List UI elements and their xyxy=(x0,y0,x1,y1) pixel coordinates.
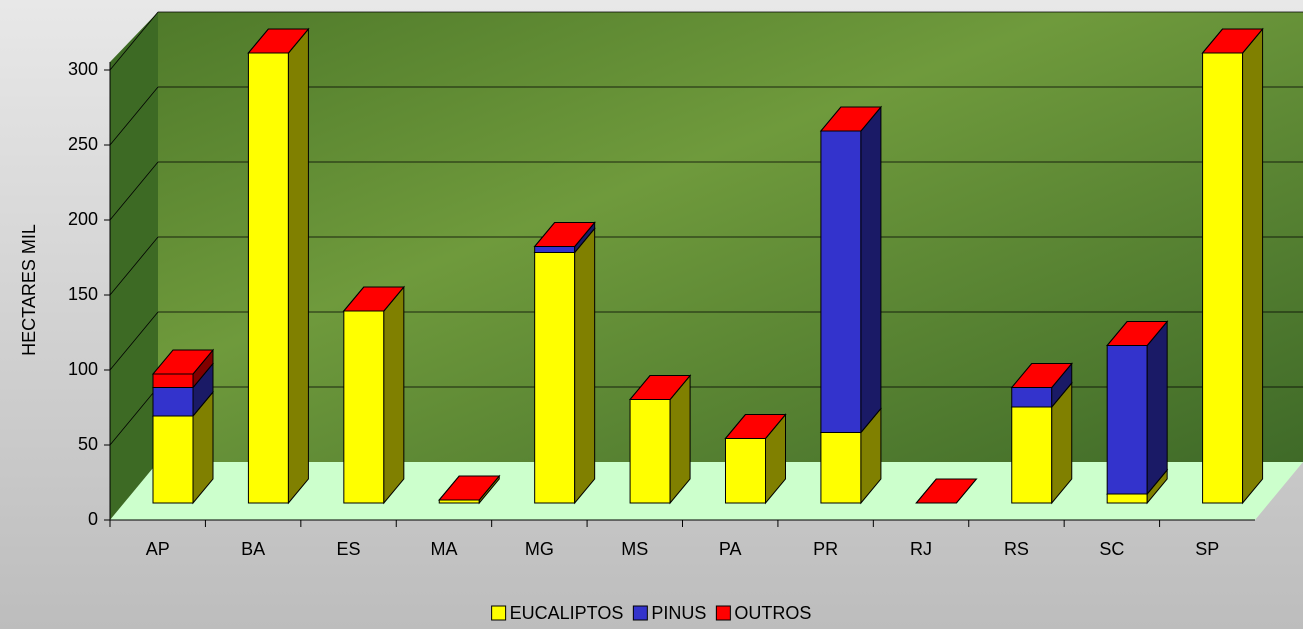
bar-top xyxy=(819,106,882,132)
x-tick-label: AP xyxy=(146,539,170,559)
bar-segment xyxy=(1201,27,1264,505)
bar-segment xyxy=(1201,28,1264,54)
bar-segment xyxy=(438,475,501,501)
bar-front xyxy=(1202,52,1244,504)
bar-front xyxy=(629,399,671,504)
bar-segment xyxy=(1106,320,1169,496)
bar-front xyxy=(1106,493,1148,504)
bar-top xyxy=(533,222,596,247)
bar-side xyxy=(574,227,596,505)
x-tick-label: PR xyxy=(813,539,838,559)
bar-front xyxy=(152,415,194,504)
legend-label: PINUS xyxy=(651,603,706,623)
grid-line xyxy=(109,11,159,71)
bar-front xyxy=(1106,345,1148,495)
bar-top xyxy=(1106,321,1169,346)
bar-front xyxy=(152,387,194,417)
bar-front xyxy=(152,373,194,388)
bar-front xyxy=(1011,387,1053,408)
legend-label: EUCALIPTOS xyxy=(510,603,624,623)
legend-label: OUTROS xyxy=(734,603,811,623)
grid-line xyxy=(109,86,159,146)
bar-front xyxy=(1011,406,1053,504)
legend-swatch xyxy=(491,605,507,621)
bar-top xyxy=(915,478,978,504)
y-axis-label: HECTARES MIL xyxy=(19,224,39,356)
bar-segment xyxy=(533,227,596,505)
x-tick-label: PA xyxy=(719,539,742,559)
legend: EUCALIPTOS PINUS OUTROS xyxy=(491,603,811,623)
bar-side xyxy=(1146,320,1168,496)
x-tick-label: ES xyxy=(337,539,361,559)
bar-segment xyxy=(724,414,787,439)
y-tick-label: 100 xyxy=(68,359,98,379)
x-tick-label: MA xyxy=(430,539,457,559)
bar-top xyxy=(438,475,501,501)
y-tick-label: 250 xyxy=(68,134,98,154)
bar-segment xyxy=(629,375,692,400)
bar-front xyxy=(343,310,385,504)
y-tick-label: 50 xyxy=(78,434,98,454)
bar-side xyxy=(287,27,309,505)
bar-front xyxy=(534,252,576,504)
grid-line xyxy=(109,311,159,371)
y-tick-label: 0 xyxy=(88,509,98,529)
bar-segment xyxy=(819,105,882,434)
bar-segment xyxy=(342,286,405,312)
bar-top xyxy=(1010,363,1073,388)
bar-top xyxy=(629,375,692,400)
bar-segment xyxy=(1010,363,1073,388)
x-tick-label: RJ xyxy=(910,539,932,559)
bar-front xyxy=(820,432,862,504)
bar-segment xyxy=(819,106,882,132)
x-tick-label: SC xyxy=(1099,539,1124,559)
bar-segment xyxy=(342,285,405,505)
bar-top xyxy=(247,28,310,54)
bar-side xyxy=(860,105,882,434)
x-tick-label: MS xyxy=(621,539,648,559)
x-tick-label: MG xyxy=(525,539,554,559)
bar-top xyxy=(342,286,405,312)
legend-swatch xyxy=(715,605,731,621)
bar-segment xyxy=(151,348,215,389)
legend-swatch xyxy=(632,605,648,621)
bar-front xyxy=(820,130,862,433)
x-tick-label: BA xyxy=(241,539,265,559)
grid-line xyxy=(109,236,159,296)
bar-front xyxy=(534,246,576,253)
bar-segment xyxy=(247,28,310,54)
bar-top xyxy=(151,349,215,375)
grid-line xyxy=(109,386,159,446)
bar-segment xyxy=(915,478,978,504)
bar-segment xyxy=(247,27,310,505)
y-tick-label: 150 xyxy=(68,284,98,304)
x-tick-label: SP xyxy=(1195,539,1219,559)
bar-top xyxy=(1201,28,1264,54)
x-tick-label: RS xyxy=(1004,539,1029,559)
bar-top xyxy=(724,414,787,439)
bar-segment xyxy=(533,222,596,247)
floor xyxy=(110,462,1303,520)
bar-side xyxy=(1242,27,1264,505)
y-tick-label: 200 xyxy=(68,209,98,229)
bar-front xyxy=(247,52,289,504)
bar-segment xyxy=(1106,321,1169,346)
bar-side xyxy=(383,285,405,505)
bar-front xyxy=(725,438,766,504)
grid-line xyxy=(109,161,159,221)
y-tick-label: 300 xyxy=(68,59,98,79)
